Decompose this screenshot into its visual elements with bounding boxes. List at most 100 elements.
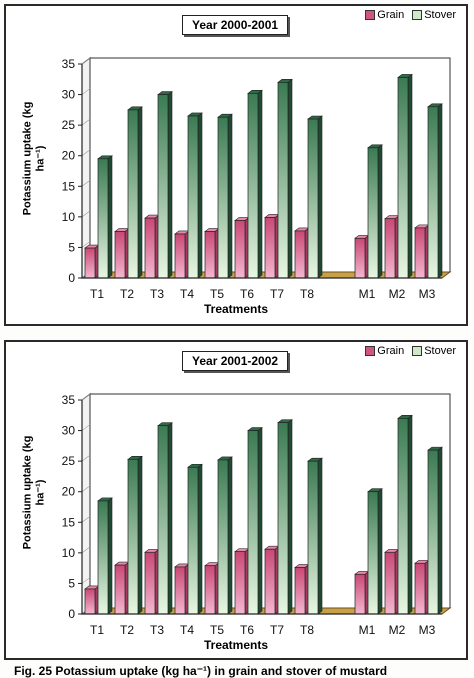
bar-grain	[354, 237, 366, 279]
legend-label-grain: Grain	[377, 9, 405, 21]
bar-stover	[97, 500, 109, 615]
bar-stover	[187, 466, 199, 615]
bar-side-stover	[167, 422, 173, 615]
bar-side-stover	[377, 488, 383, 615]
x-axis-label: Treatments	[203, 638, 269, 652]
bar-grain	[294, 567, 306, 615]
y-tick-guide	[81, 485, 91, 492]
bar-side-stover	[197, 112, 203, 279]
chart-svg-2001-2002: 0 5 10 15 20 25 30 35 T1 T2 T3 T4 T5 T6 T7 T8 M1 M2 M3	[62, 393, 452, 637]
y-tick-guide	[81, 57, 91, 65]
bar-side-stover	[377, 144, 383, 279]
y-tick-guide	[81, 454, 91, 462]
bar-side-stover	[317, 115, 323, 279]
bar-side-stover	[137, 106, 143, 279]
bar-stover	[97, 158, 109, 279]
y-tick-guide	[81, 516, 91, 523]
y-tick-guide	[81, 546, 91, 554]
bar-side-stover	[137, 455, 143, 615]
y-tick-guide	[81, 149, 91, 156]
x-tick-label: T7	[270, 623, 284, 637]
legend-item-grain: Grain	[365, 9, 404, 21]
y-axis-label: Potassium uptake (kg ha⁻¹)	[21, 101, 47, 216]
x-tick-label: T4	[180, 287, 194, 301]
x-tick-label: T6	[240, 287, 254, 301]
x-tick-label: M1	[359, 623, 376, 637]
bar-side-stover	[437, 446, 443, 615]
x-tick-label: M2	[389, 287, 406, 301]
bar-stover	[427, 449, 439, 615]
x-tick-label: T4	[180, 623, 194, 637]
x-tick-label: M2	[389, 623, 406, 637]
bar-stover	[127, 458, 139, 615]
bar-stover	[427, 106, 439, 279]
y-tick-label: 10	[62, 210, 76, 224]
x-tick-label: T5	[210, 623, 224, 637]
y-tick-label: 10	[62, 546, 76, 560]
x-tick-label: M3	[419, 623, 436, 637]
bar-stover	[277, 81, 289, 279]
x-tick-label: T6	[240, 623, 254, 637]
bar-side-stover	[407, 414, 413, 615]
bar-stover	[397, 77, 409, 279]
bar-side-stover	[167, 90, 173, 279]
bar-grain	[204, 231, 216, 279]
bar-grain	[174, 233, 186, 279]
y-tick-label: 25	[62, 454, 76, 468]
bar-grain	[234, 220, 246, 279]
bar-side-stover	[107, 497, 113, 615]
bar-grain	[174, 566, 186, 615]
legend-label-stover: Stover	[424, 345, 456, 357]
bar-grain	[384, 218, 396, 279]
bar-stover	[127, 109, 139, 279]
bar-grain	[84, 588, 96, 615]
bar-side-stover	[317, 457, 323, 615]
legend: Grain Stover	[365, 9, 456, 21]
bar-stover	[247, 430, 259, 615]
y-tick-guide	[81, 424, 91, 431]
x-tick-label: T1	[90, 623, 104, 637]
y-tick-label: 0	[68, 271, 75, 285]
x-tick-label: M1	[359, 287, 376, 301]
bar-stover	[307, 460, 319, 615]
y-tick-label: 5	[68, 576, 75, 590]
plot-side-wall	[81, 393, 91, 615]
bar-grain	[234, 551, 246, 615]
bar-side-stover	[107, 155, 113, 279]
grain-swatch	[365, 10, 376, 20]
bar-stover	[397, 417, 409, 615]
bar-side-stover	[227, 113, 233, 279]
chart-panel-2000-2001: 0 5 10 15 20 25 30 35 T1 T2 T3 T4 T5 T6 T7 T8 M1 M2 M3 Yea…	[4, 4, 468, 326]
stover-swatch	[412, 346, 423, 356]
legend-label-grain: Grain	[377, 345, 405, 357]
y-tick-label: 15	[62, 179, 76, 193]
chart-title: Year 2001-2002	[182, 351, 289, 371]
bar-stover	[187, 115, 199, 279]
bar-side-stover	[287, 78, 293, 279]
bar-grain	[114, 564, 126, 615]
y-tick-label: 20	[62, 485, 76, 499]
bar-stover	[217, 116, 229, 279]
y-tick-guide	[81, 393, 91, 401]
x-tick-label: T3	[150, 287, 164, 301]
y-tick-guide	[81, 118, 91, 126]
bar-grain	[384, 551, 396, 615]
y-tick-label: 0	[68, 607, 75, 621]
y-tick-label: 35	[62, 57, 76, 71]
bar-grain	[414, 227, 426, 279]
bar-grain	[354, 573, 366, 615]
y-tick-label: 15	[62, 515, 76, 529]
bar-stover	[367, 147, 379, 279]
x-axis-label: Treatments	[203, 302, 269, 316]
y-tick-label: 30	[62, 88, 76, 102]
bar-stover	[277, 422, 289, 615]
x-tick-label: T3	[150, 623, 164, 637]
bar-stover	[217, 459, 229, 615]
legend-item-stover: Stover	[412, 345, 456, 357]
bar-side-stover	[287, 419, 293, 615]
legend: Grain Stover	[365, 345, 456, 357]
figure-caption: Fig. 25 Potassium uptake (kg ha⁻¹) in gr…	[14, 664, 388, 678]
y-tick-guide	[81, 577, 91, 584]
x-tick-label: T8	[300, 623, 314, 637]
chart-svg-2000-2001: 0 5 10 15 20 25 30 35 T1 T2 T3 T4 T5 T6 T7 T8 M1 M2 M3	[62, 57, 452, 301]
